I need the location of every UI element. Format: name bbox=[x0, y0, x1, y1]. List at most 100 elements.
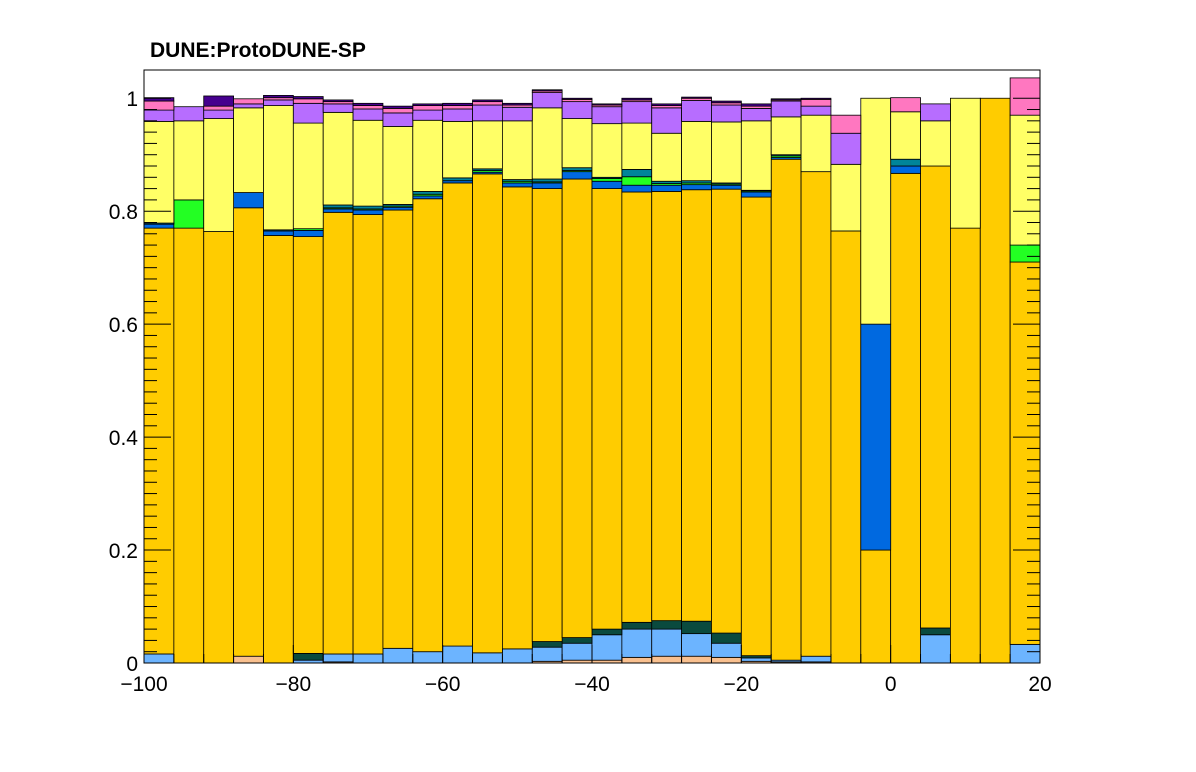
x-tick-label: −20 bbox=[724, 673, 760, 696]
bar-series-9-bin-3 bbox=[203, 109, 235, 119]
bar-series-9-bin-4 bbox=[233, 103, 264, 109]
bar-series-9-bin-17 bbox=[621, 101, 653, 124]
series-5 bbox=[143, 157, 921, 551]
bar-series-4-bin-2 bbox=[173, 227, 205, 664]
bar-series-2-bin-12 bbox=[472, 652, 503, 664]
bar-series-2-bin-21 bbox=[740, 657, 772, 662]
bar-series-9-bin-11 bbox=[442, 108, 473, 122]
bar-series-1-bin-19 bbox=[681, 655, 712, 664]
bar-series-8-bin-27 bbox=[920, 120, 951, 167]
x-tick-label: −60 bbox=[425, 673, 461, 696]
bar-series-9-bin-1 bbox=[143, 109, 175, 122]
bar-series-10-bin-8 bbox=[352, 105, 384, 110]
bar-series-9-bin-5 bbox=[263, 99, 294, 106]
bar-series-8-bin-1 bbox=[143, 120, 175, 224]
bar-series-9-bin-23 bbox=[800, 105, 832, 116]
bar-series-11-bin-18 bbox=[651, 103, 683, 106]
bar-series-9-bin-27 bbox=[920, 103, 951, 122]
bar-series-9-bin-15 bbox=[561, 101, 593, 119]
bar-series-9-bin-13 bbox=[501, 106, 533, 122]
series-8 bbox=[143, 97, 1041, 325]
x-axis-ticks bbox=[143, 645, 1041, 663]
series-11 bbox=[143, 89, 832, 109]
bar-series-3-bin-27 bbox=[920, 627, 951, 636]
bar-series-5-bin-5 bbox=[263, 230, 294, 236]
x-axis-tick-labels: −100 −80 −60 −40 −20 0 20 bbox=[120, 673, 1051, 696]
bar-series-4-bin-10 bbox=[412, 198, 444, 653]
bar-series-11-bin-21 bbox=[740, 103, 772, 107]
series-6 bbox=[173, 155, 1041, 263]
bar-series-9-bin-9 bbox=[382, 112, 414, 127]
bar-series-8-bin-14 bbox=[531, 107, 563, 180]
bar-series-4-bin-25 bbox=[860, 549, 892, 664]
bar-series-4-bin-11 bbox=[442, 182, 473, 647]
bar-series-5-bin-20 bbox=[711, 184, 742, 190]
bar-series-5-bin-18 bbox=[651, 184, 683, 192]
bar-series-7-bin-8 bbox=[352, 205, 384, 210]
bar-series-9-bin-8 bbox=[352, 108, 384, 121]
bar-series-4-bin-30 bbox=[1009, 261, 1041, 645]
bar-series-11-bin-19 bbox=[681, 96, 712, 99]
y-tick-label: 1 bbox=[126, 88, 138, 111]
bar-series-11-bin-14 bbox=[531, 89, 563, 92]
bar-series-6-bin-30 bbox=[1009, 244, 1041, 263]
bar-series-8-bin-24 bbox=[830, 163, 862, 232]
bar-series-5-bin-26 bbox=[890, 165, 921, 174]
y-axis-ticks bbox=[144, 97, 1040, 664]
bar-series-5-bin-9 bbox=[382, 206, 414, 211]
bar-series-8-bin-10 bbox=[412, 119, 444, 192]
bar-series-4-bin-13 bbox=[501, 186, 533, 650]
bar-series-9-bin-21 bbox=[740, 108, 772, 122]
bar-series-11-bin-20 bbox=[711, 100, 742, 104]
bar-series-10-bin-24 bbox=[830, 114, 862, 134]
bar-series-9-bin-7 bbox=[322, 103, 354, 113]
bar-series-10-bin-23 bbox=[800, 98, 832, 107]
bar-series-1-bin-4 bbox=[233, 655, 264, 664]
bar-series-4-bin-14 bbox=[531, 188, 563, 642]
y-tick-label: 0.2 bbox=[109, 540, 138, 563]
bar-series-9-bin-12 bbox=[472, 104, 503, 122]
bar-series-4-bin-17 bbox=[621, 191, 653, 623]
bar-series-8-bin-6 bbox=[292, 122, 324, 230]
bar-series-3-bin-16 bbox=[591, 628, 623, 636]
bar-series-11-bin-7 bbox=[322, 99, 354, 103]
bar-series-1-bin-17 bbox=[621, 656, 653, 664]
bar-series-11-bin-13 bbox=[501, 102, 533, 106]
bar-series-4-bin-3 bbox=[203, 231, 235, 664]
bar-series-4-bin-27 bbox=[920, 165, 951, 629]
bar-series-5-bin-1 bbox=[143, 223, 175, 229]
bar-series-5-bin-7 bbox=[322, 208, 354, 213]
bar-series-8-bin-26 bbox=[890, 111, 921, 160]
bar-series-8-bin-30 bbox=[1009, 114, 1041, 246]
bar-series-2-bin-27 bbox=[920, 634, 951, 664]
y-tick-label: 0.4 bbox=[109, 427, 139, 450]
bar-series-5-bin-8 bbox=[352, 209, 384, 215]
bar-series-2-bin-13 bbox=[501, 648, 533, 664]
x-tick-label: −80 bbox=[276, 673, 312, 696]
bar-series-4-bin-21 bbox=[740, 196, 772, 657]
series-7 bbox=[143, 154, 921, 232]
bar-series-5-bin-19 bbox=[681, 184, 712, 191]
series-4 bbox=[143, 97, 1041, 664]
bar-series-3-bin-14 bbox=[531, 641, 563, 648]
bar-series-2-bin-14 bbox=[531, 646, 563, 662]
bar-series-5-bin-15 bbox=[561, 171, 593, 180]
bar-series-7-bin-10 bbox=[412, 191, 444, 195]
bar-series-8-bin-4 bbox=[233, 107, 264, 193]
bar-series-2-bin-16 bbox=[591, 634, 623, 661]
y-axis-tick-labels: 0 0.2 0.4 0.6 0.8 1 bbox=[109, 88, 139, 676]
bar-series-8-bin-16 bbox=[591, 123, 623, 178]
bar-series-5-bin-6 bbox=[292, 229, 324, 238]
bar-series-10-bin-1 bbox=[143, 100, 175, 111]
bar-series-4-bin-29 bbox=[979, 97, 1011, 664]
bar-series-2-bin-1 bbox=[143, 653, 175, 664]
bar-series-8-bin-28 bbox=[950, 97, 981, 229]
x-tick-label: −40 bbox=[574, 673, 610, 696]
bar-series-8-bin-9 bbox=[382, 126, 414, 205]
bar-series-10-bin-11 bbox=[442, 105, 473, 110]
bar-series-5-bin-4 bbox=[233, 192, 264, 209]
chart-title: DUNE:ProtoDUNE-SP bbox=[150, 39, 366, 62]
bar-series-4-bin-23 bbox=[800, 171, 832, 657]
bar-series-8-bin-20 bbox=[711, 121, 742, 184]
